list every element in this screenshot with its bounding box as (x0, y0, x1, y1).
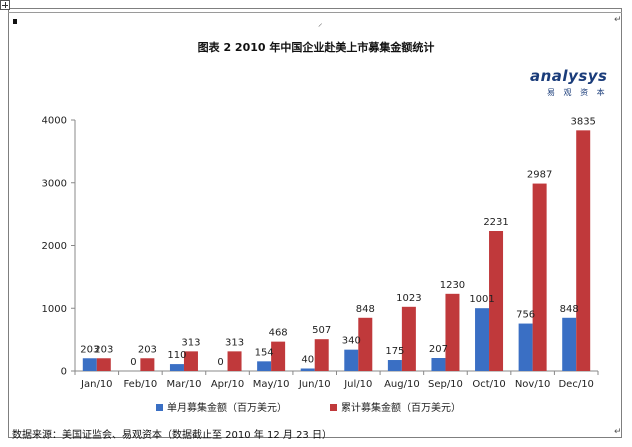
data-label-cumulative: 1023 (396, 293, 421, 304)
source-note: 数据来源：美国证监会、易观资本（数据截止至 2010 年 12 月 23 日） (12, 430, 332, 441)
data-label-monthly: 0 (217, 357, 223, 368)
bar-monthly (344, 349, 359, 371)
y-tick-label: 4000 (42, 116, 67, 127)
data-label-cumulative: 3835 (570, 116, 595, 127)
bar-monthly (300, 368, 315, 371)
bar-monthly (387, 360, 402, 371)
data-label-monthly: 110 (167, 350, 186, 361)
legend-item-monthly: 单月募集金额（百万美元） (156, 402, 287, 416)
x-axis: Jan/10 Feb/10 Mar/10 Apr/10 May/10 Jun/10 Jul/… (74, 370, 599, 390)
logo-wordmark: analysys (530, 67, 608, 85)
chart-legend: 单月募集金额（百万美元） 累计募集金额（百万美元） (130, 402, 530, 416)
legend-swatch-monthly (156, 404, 163, 411)
x-tick-label: Oct/10 (472, 379, 505, 390)
x-tick-label: Nov/10 (515, 379, 551, 390)
paragraph-mark-icon: ↵ (614, 15, 622, 25)
data-label-monthly: 154 (255, 347, 274, 358)
bar-cumulative (445, 293, 460, 371)
bar-cumulative (358, 317, 373, 371)
y-tick-label: 1000 (42, 304, 67, 315)
data-label-cumulative: 313 (225, 337, 244, 348)
x-tick-label: Feb/10 (123, 379, 157, 390)
data-label-cumulative: 507 (312, 325, 331, 336)
bar-cumulative (183, 351, 198, 371)
bar-monthly (562, 317, 577, 371)
bar-cumulative (271, 341, 286, 371)
chart-title: 图表 2 2010 年中国企业赴美上市募集金额统计 (197, 41, 435, 54)
data-label-cumulative: 203 (138, 344, 157, 355)
bar-monthly (169, 364, 184, 371)
bar-cumulative (489, 231, 504, 371)
data-label-cumulative: 2231 (483, 217, 508, 228)
data-label-cumulative: 1230 (440, 280, 465, 291)
x-tick-label: Mar/10 (166, 379, 201, 390)
y-tick-label: 2000 (42, 241, 67, 252)
legend-label-monthly: 单月募集金额（百万美元） (167, 403, 287, 414)
data-label-monthly: 756 (516, 310, 535, 321)
bars (82, 130, 591, 371)
legend-item-cumulative: 累计募集金额（百万美元） (330, 402, 461, 416)
y-axis: 0 1000 2000 3000 4000 (42, 116, 76, 378)
data-label-monthly: 340 (342, 336, 361, 347)
x-tick-label: May/10 (253, 379, 290, 390)
data-label-monthly: 203 (80, 344, 99, 355)
logo-subtext: 易 观 资 本 (547, 88, 608, 97)
paragraph-mark-icon: ⸝ (318, 19, 323, 29)
data-label-monthly: 1001 (469, 294, 494, 305)
y-tick-label: 3000 (42, 178, 67, 189)
x-tick-label: Jan/10 (80, 379, 113, 390)
bar-monthly (431, 358, 446, 371)
bar-cumulative (576, 130, 591, 371)
frame-divider (8, 12, 622, 13)
data-label-cumulative: 313 (181, 337, 200, 348)
bar-monthly (518, 323, 533, 371)
data-label-monthly: 848 (560, 304, 579, 315)
x-tick-label: Aug/10 (384, 379, 420, 390)
analysys-logo: analysys 易 观 资 本 (530, 68, 610, 100)
x-tick-label: Dec/10 (558, 379, 593, 390)
data-label-cumulative: 848 (356, 304, 375, 315)
legend-label-cumulative: 累计募集金额（百万美元） (341, 403, 461, 414)
bar-cumulative (227, 351, 242, 371)
data-label-cumulative: 468 (269, 328, 288, 339)
x-tick-label: Jul/10 (343, 379, 372, 390)
data-label-cumulative: 2987 (527, 170, 552, 181)
x-tick-label: Sep/10 (428, 379, 463, 390)
anchor-marker-icon (13, 19, 17, 24)
bar-cumulative (401, 306, 416, 371)
data-label-cumulative: 203 (94, 344, 113, 355)
data-label-monthly: 207 (429, 344, 448, 355)
x-tick-label: Apr/10 (211, 379, 244, 390)
document-frame (8, 8, 622, 438)
bar-cumulative (314, 339, 329, 371)
data-label-monthly: 0 (130, 357, 136, 368)
x-tick-label: Jun/10 (298, 379, 331, 390)
bar-cumulative (532, 183, 547, 371)
bar-monthly (82, 358, 97, 371)
paragraph-mark-icon: ↵ (614, 427, 622, 437)
data-label-monthly: 175 (385, 346, 404, 357)
y-tick-label: 0 (61, 367, 67, 378)
table-move-handle-icon[interactable] (0, 0, 10, 10)
bar-monthly (475, 308, 490, 371)
data-label-monthly: 40 (301, 354, 314, 365)
bar-cumulative (96, 358, 111, 371)
bar-cumulative (140, 358, 155, 371)
bar-monthly (257, 361, 272, 371)
legend-swatch-cumulative (330, 404, 337, 411)
